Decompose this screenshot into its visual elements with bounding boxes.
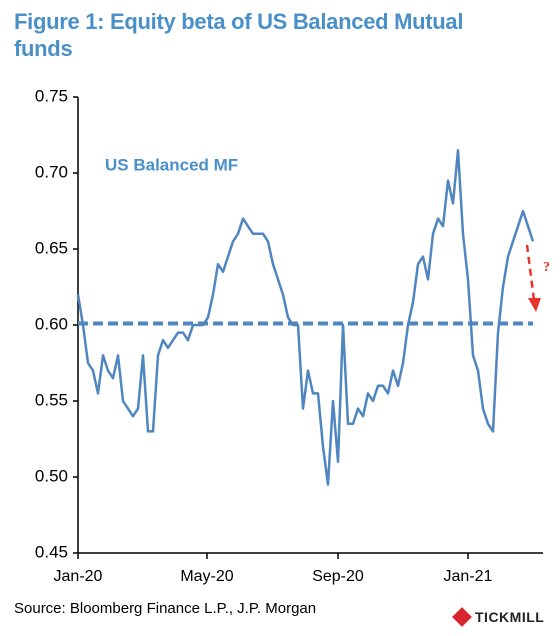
chart-title: Figure 1: Equity beta of US Balanced Mut… [14,9,464,61]
source: Source: Bloomberg Finance L.P., J.P. Mor… [14,600,317,617]
y-tick-label: 0.65 [35,238,68,257]
x-tick-label: May-20 [180,568,233,585]
y-tick-label: 0.55 [35,390,68,409]
data-line [76,148,535,486]
forecast-arrowhead [528,298,541,312]
y-tick-label: 0.60 [35,314,68,333]
x-tick-label: Jan-21 [444,568,493,585]
logo-text: TICKMILL [475,609,545,625]
y-tick-label: 0.45 [35,542,68,561]
y-tick-label: 0.70 [35,162,68,181]
forecast-mark: ? [543,260,550,275]
x-tick-label: Jan-20 [54,568,103,585]
logo: TICKMILL [452,607,545,627]
y-tick-label: 0.75 [35,86,68,105]
forecast-arrow [525,244,536,301]
x-tick-label: Sep-20 [312,568,364,585]
y-tick-label: 0.50 [35,466,68,485]
annotation: US Balanced MF [105,155,238,174]
